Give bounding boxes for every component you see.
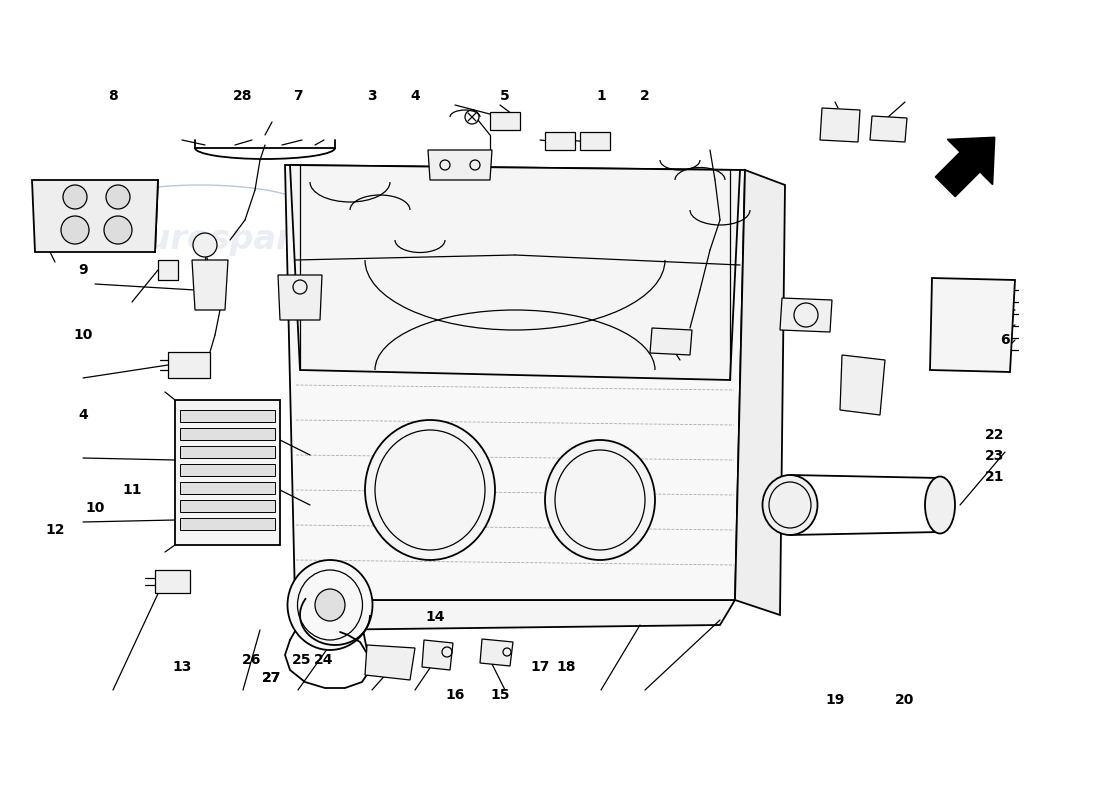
Text: 3: 3 (367, 89, 377, 103)
Polygon shape (180, 500, 275, 512)
Ellipse shape (925, 477, 955, 534)
Polygon shape (480, 639, 513, 666)
Polygon shape (285, 165, 745, 600)
Polygon shape (490, 112, 520, 130)
Ellipse shape (315, 589, 345, 621)
Text: 9: 9 (78, 263, 88, 277)
Text: 17: 17 (530, 660, 550, 674)
Polygon shape (180, 428, 275, 440)
Circle shape (60, 216, 89, 244)
Text: 13: 13 (173, 660, 191, 674)
Text: 28: 28 (233, 89, 253, 103)
Text: 12: 12 (45, 523, 65, 537)
Text: 4: 4 (410, 89, 420, 103)
Text: 4: 4 (78, 408, 88, 422)
Text: 5: 5 (500, 89, 510, 103)
Text: 11: 11 (122, 483, 142, 497)
Text: 26: 26 (242, 653, 262, 667)
Text: 25: 25 (293, 653, 311, 667)
Polygon shape (428, 150, 492, 180)
Polygon shape (155, 570, 190, 593)
Polygon shape (158, 260, 178, 280)
Polygon shape (820, 108, 860, 142)
Polygon shape (422, 640, 453, 670)
Text: 15: 15 (491, 688, 509, 702)
Circle shape (106, 185, 130, 209)
Text: 2: 2 (640, 89, 650, 103)
Text: 8: 8 (108, 89, 118, 103)
Polygon shape (870, 116, 907, 142)
Text: 27: 27 (262, 671, 282, 685)
Text: 1: 1 (596, 89, 606, 103)
Ellipse shape (287, 560, 373, 650)
Text: 23: 23 (986, 449, 1004, 463)
Polygon shape (840, 355, 886, 415)
Polygon shape (180, 410, 275, 422)
Ellipse shape (762, 475, 817, 535)
Circle shape (63, 185, 87, 209)
Circle shape (192, 233, 217, 257)
Polygon shape (180, 464, 275, 476)
Polygon shape (930, 278, 1015, 372)
Text: 20: 20 (895, 693, 915, 707)
Text: 7: 7 (294, 89, 302, 103)
Ellipse shape (365, 420, 495, 560)
Text: 19: 19 (825, 693, 845, 707)
Polygon shape (735, 170, 785, 615)
Polygon shape (544, 132, 575, 150)
Polygon shape (180, 518, 275, 530)
Polygon shape (180, 446, 275, 458)
Polygon shape (935, 138, 994, 197)
Polygon shape (278, 275, 322, 320)
Ellipse shape (544, 440, 654, 560)
Text: 10: 10 (74, 328, 92, 342)
Polygon shape (192, 260, 228, 310)
Polygon shape (175, 400, 280, 545)
Polygon shape (780, 298, 832, 332)
Polygon shape (32, 180, 158, 252)
Text: 21: 21 (986, 470, 1004, 484)
Polygon shape (365, 645, 415, 680)
Text: eurospares: eurospares (124, 223, 336, 257)
Polygon shape (580, 132, 611, 150)
Polygon shape (295, 600, 735, 630)
Polygon shape (168, 352, 210, 378)
Text: 24: 24 (315, 653, 333, 667)
Text: 10: 10 (86, 501, 104, 515)
Polygon shape (650, 328, 692, 355)
Text: eurospares: eurospares (574, 223, 785, 257)
Text: 18: 18 (557, 660, 575, 674)
Polygon shape (290, 165, 740, 380)
Text: 16: 16 (446, 688, 464, 702)
Circle shape (104, 216, 132, 244)
Text: 6: 6 (1000, 333, 1010, 347)
Polygon shape (180, 482, 275, 494)
Text: 14: 14 (426, 610, 444, 624)
Text: 22: 22 (986, 428, 1004, 442)
Text: 27: 27 (262, 671, 282, 685)
